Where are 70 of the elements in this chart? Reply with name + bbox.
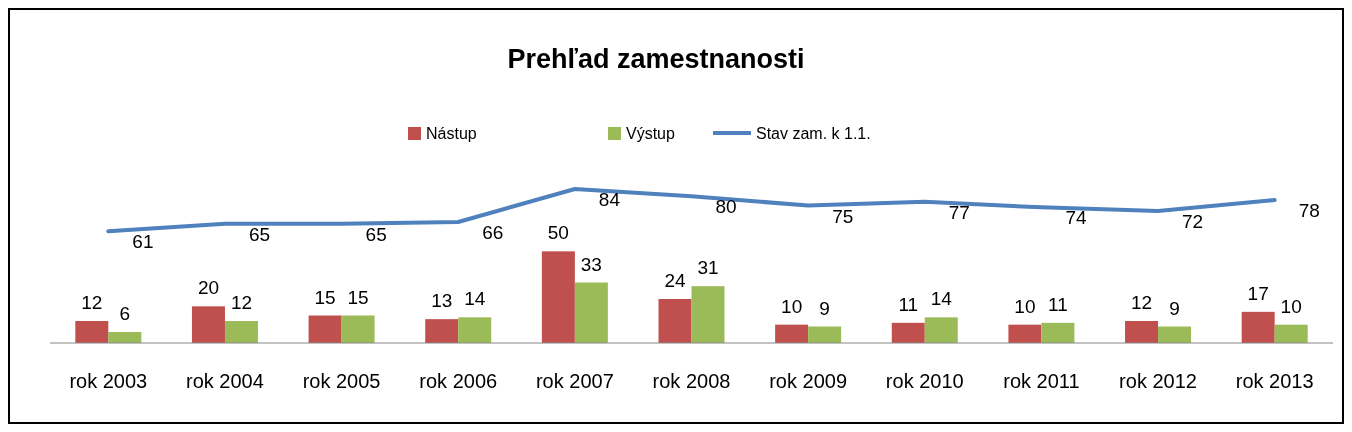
data-label: 9 — [1169, 297, 1180, 319]
data-label: 10 — [1014, 295, 1036, 317]
data-label: 50 — [547, 222, 569, 244]
data-label: 17 — [1247, 282, 1269, 304]
bar — [808, 326, 842, 343]
data-label: 11 — [1048, 293, 1068, 315]
data-label: 15 — [314, 286, 336, 308]
bar — [775, 324, 809, 343]
bar — [924, 317, 958, 343]
x-tick-label: rok 2009 — [769, 370, 848, 392]
x-tick-label: rok 2007 — [535, 370, 614, 392]
data-label: 33 — [580, 253, 602, 275]
bar — [425, 319, 459, 343]
x-tick-label: rok 2008 — [652, 370, 731, 392]
data-label: 24 — [664, 270, 686, 291]
data-label: 11 — [898, 293, 919, 315]
data-label: 61 — [132, 231, 154, 253]
data-label: 12 — [81, 292, 103, 313]
data-label: 77 — [948, 201, 970, 223]
legend-label: Stav zam. k 1.1. — [756, 125, 871, 142]
bar — [541, 251, 575, 343]
legend-label: Výstup — [626, 125, 676, 142]
data-label: 65 — [248, 223, 271, 245]
x-tick-label: rok 2012 — [1119, 370, 1197, 392]
bar — [1008, 324, 1042, 343]
data-label: 78 — [1298, 200, 1320, 221]
x-tick-label: rok 2013 — [1235, 370, 1314, 392]
bar — [308, 315, 342, 343]
data-label: 84 — [598, 189, 621, 210]
bar — [458, 317, 492, 343]
bar — [658, 299, 692, 343]
data-label: 75 — [832, 205, 854, 227]
x-tick-label: rok 2003 — [69, 370, 148, 392]
bar — [191, 306, 225, 343]
bar — [75, 321, 109, 343]
data-label: 14 — [464, 288, 486, 310]
data-label: 15 — [347, 286, 369, 308]
data-label: 20 — [197, 277, 220, 299]
bar — [341, 315, 375, 343]
bar — [1274, 324, 1308, 343]
data-label: 6 — [119, 303, 131, 324]
bar — [108, 332, 142, 343]
data-label: 12 — [1130, 292, 1153, 313]
x-tick-label: rok 2006 — [419, 370, 498, 392]
data-label: 74 — [1065, 207, 1087, 229]
bar — [1041, 322, 1075, 343]
x-tick-label: rok 2005 — [302, 370, 381, 392]
data-label: 14 — [930, 288, 953, 310]
data-label: 31 — [697, 257, 719, 279]
bar — [574, 282, 608, 343]
bar — [891, 322, 925, 343]
data-label: 13 — [431, 290, 453, 312]
x-tick-label: rok 2011 — [1003, 370, 1080, 392]
data-label: 72 — [1182, 211, 1204, 232]
data-label: 80 — [715, 196, 737, 218]
data-label: 12 — [230, 292, 253, 313]
chart-title: Prehľad zamestnanosti — [507, 44, 805, 74]
data-label: 65 — [365, 223, 387, 245]
legend-label: Nástup — [426, 125, 477, 142]
bar — [1125, 321, 1159, 343]
data-label: 66 — [482, 222, 504, 243]
x-tick-label: rok 2004 — [186, 370, 264, 392]
bar — [691, 286, 725, 343]
bar — [1158, 326, 1192, 343]
x-tick-label: rok 2010 — [885, 370, 964, 392]
bar — [1241, 311, 1275, 343]
data-label: 9 — [819, 297, 830, 319]
data-label: 10 — [781, 295, 803, 317]
data-label: 10 — [1280, 295, 1302, 317]
bar — [224, 321, 258, 343]
